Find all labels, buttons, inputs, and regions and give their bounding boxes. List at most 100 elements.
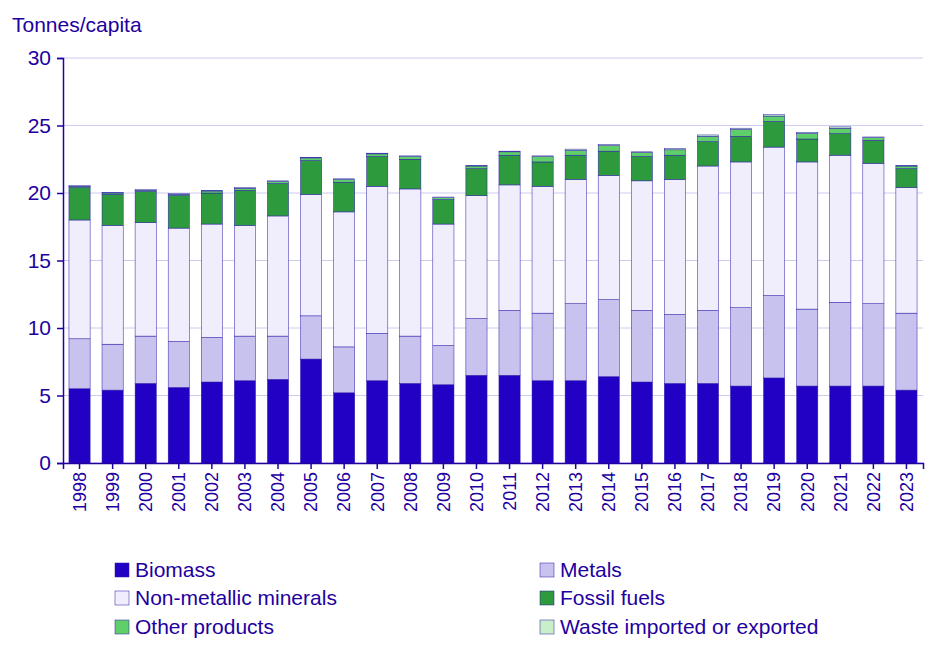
bar-segment <box>267 379 288 463</box>
bar-segment <box>499 155 520 185</box>
x-tick-label: 2000 <box>136 472 156 512</box>
bar-segment <box>201 224 222 337</box>
bar-segment <box>400 159 421 189</box>
bar-segment <box>433 385 454 463</box>
x-tick: 2000 <box>136 463 156 512</box>
x-tick: 2001 <box>169 463 189 512</box>
bar-segment <box>135 190 156 191</box>
bar-segment <box>764 116 785 121</box>
x-tick-mark <box>575 463 577 469</box>
bar-segment <box>565 304 586 381</box>
x-tick-mark <box>112 463 114 469</box>
bar-segment <box>631 382 652 463</box>
bar-segment <box>697 383 718 463</box>
bar-segment <box>598 151 619 175</box>
bar-segment <box>532 157 553 162</box>
y-axis-title: Tonnes/capita <box>12 13 142 36</box>
legend-label: Waste imported or exported <box>560 615 818 638</box>
x-tick-mark <box>674 463 676 469</box>
bar-segment <box>730 130 751 137</box>
x-axis: 1998199920002001200220032004200520062007… <box>64 463 924 512</box>
legend-swatch <box>540 620 554 634</box>
bar-segment <box>896 165 917 167</box>
bar-segment <box>532 186 553 313</box>
bar-segment <box>433 200 454 224</box>
grid-line <box>63 193 923 194</box>
y-tick: 20 <box>28 181 63 204</box>
bar-segment <box>664 150 685 155</box>
y-tick: 10 <box>28 316 63 339</box>
bar-segment <box>102 390 123 463</box>
x-tick-label: 2022 <box>864 472 884 512</box>
x-tick-mark <box>244 463 246 469</box>
bar-segment <box>102 344 123 390</box>
bar-segment <box>764 147 785 296</box>
y-axis-line <box>57 59 64 464</box>
bar-segment <box>168 196 189 228</box>
bar-segment <box>532 381 553 463</box>
y-tick-mark <box>57 58 63 60</box>
x-tick-label: 2007 <box>368 472 388 512</box>
bar-segment <box>631 151 652 153</box>
bar-segment <box>830 128 851 133</box>
bar-segment <box>69 186 90 187</box>
bar-segment <box>863 138 884 141</box>
x-tick-mark <box>343 463 345 469</box>
x-tick: 2007 <box>368 463 388 512</box>
bar-segment <box>367 186 388 333</box>
legend-swatch <box>540 591 554 605</box>
x-tick-mark <box>542 463 544 469</box>
bar-segment <box>499 310 520 375</box>
bar-segment <box>730 162 751 308</box>
y-tick: 30 <box>28 46 63 69</box>
bar-segment <box>367 154 388 157</box>
bar-segment <box>764 378 785 463</box>
bar-segment <box>764 121 785 147</box>
legend-item: Biomass <box>115 558 216 581</box>
bars <box>69 115 917 463</box>
x-tick-mark <box>277 463 279 469</box>
bar-segment <box>499 151 520 153</box>
x-tick-label: 2008 <box>401 472 421 512</box>
bar-segment <box>697 142 718 166</box>
series-bars <box>69 121 917 228</box>
legend-item: Other products <box>115 615 274 638</box>
x-tick: 2004 <box>268 463 288 512</box>
bar-segment <box>135 223 156 336</box>
x-tick-label: 2020 <box>798 472 818 512</box>
x-tick: 2020 <box>798 463 818 512</box>
bar-segment <box>863 136 884 138</box>
y-tick-label: 0 <box>39 451 51 474</box>
bar-segment <box>797 134 818 139</box>
bar-segment <box>896 390 917 463</box>
bar-segment <box>697 310 718 383</box>
y-tick-label: 5 <box>39 384 51 407</box>
bar-segment <box>466 166 487 169</box>
y-tick: 5 <box>39 384 63 407</box>
bar-segment <box>830 302 851 386</box>
x-tick-mark <box>740 463 742 469</box>
x-tick: 2009 <box>434 463 454 512</box>
x-tick: 2019 <box>764 463 784 512</box>
bar-segment <box>896 313 917 390</box>
bar-segment <box>300 316 321 359</box>
x-tick: 2002 <box>202 463 222 512</box>
bar-segment <box>532 313 553 381</box>
x-tick: 2008 <box>401 463 421 512</box>
legend-swatch <box>115 620 129 634</box>
bar-segment <box>135 192 156 223</box>
grid-line <box>63 395 923 396</box>
bar-segment <box>300 157 321 159</box>
x-tick-mark <box>509 463 511 469</box>
bar-segment <box>400 189 421 336</box>
x-tick-mark <box>178 463 180 469</box>
legend-label: Metals <box>560 558 622 581</box>
bar-segment <box>334 347 355 393</box>
x-tick: 2016 <box>665 463 685 512</box>
bar-segment <box>400 383 421 463</box>
y-tick-label: 10 <box>28 316 51 339</box>
bar-segment <box>267 216 288 336</box>
bar-segment <box>830 386 851 463</box>
bar-segment <box>896 188 917 314</box>
bar-segment <box>565 150 586 155</box>
